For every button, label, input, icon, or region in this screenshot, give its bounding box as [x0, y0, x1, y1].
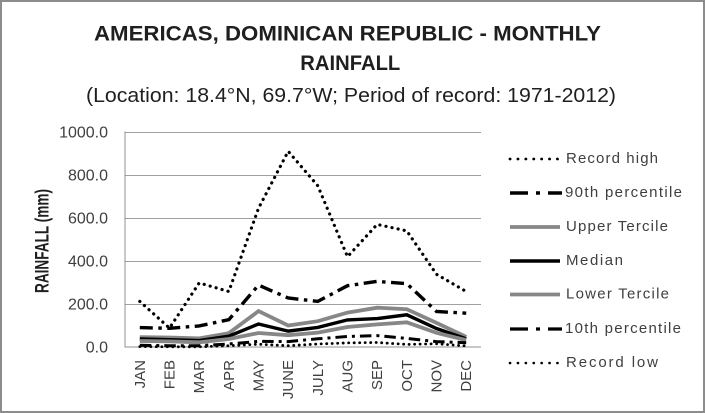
svg-text:400.0: 400.0 [68, 254, 108, 271]
svg-text:APR: APR [221, 360, 238, 391]
svg-text:DEC: DEC [458, 360, 475, 392]
svg-text:Record low: Record low [566, 354, 658, 371]
svg-text:AUG: AUG [340, 360, 357, 393]
svg-text:RAINFALL: RAINFALL [300, 52, 400, 75]
svg-text:OCT: OCT [399, 360, 416, 392]
svg-text:AMERICAS, DOMINICAN REPUBLIC -: AMERICAS, DOMINICAN REPUBLIC - MONTHLY [94, 22, 601, 45]
svg-text:MAY: MAY [251, 360, 268, 391]
svg-text:JULY: JULY [310, 360, 327, 396]
svg-text:600.0: 600.0 [68, 211, 108, 228]
svg-text:MAR: MAR [191, 360, 208, 394]
svg-text:FEB: FEB [162, 360, 179, 389]
svg-text:10th percentile: 10th percentile [565, 320, 681, 337]
svg-text:1000.0: 1000.0 [59, 125, 108, 142]
svg-text:Record high: Record high [566, 150, 658, 167]
svg-text:RAINFALL (mm): RAINFALL (mm) [33, 189, 54, 293]
svg-text:(Location: 18.4°N, 69.7°W; Per: (Location: 18.4°N, 69.7°W; Period of rec… [86, 84, 616, 107]
svg-text:800.0: 800.0 [68, 168, 108, 185]
svg-text:JAN: JAN [132, 360, 149, 388]
svg-text:Lower Tercile: Lower Tercile [566, 286, 669, 303]
svg-text:200.0: 200.0 [68, 297, 108, 314]
svg-text:Median: Median [566, 252, 623, 269]
svg-text:JUNE: JUNE [280, 360, 297, 399]
svg-text:0.0: 0.0 [86, 340, 108, 357]
svg-text:SEP: SEP [369, 360, 386, 390]
svg-text:NOV: NOV [429, 360, 446, 393]
svg-text:Upper Tercile: Upper Tercile [566, 218, 668, 235]
svg-text:90th percentile: 90th percentile [565, 184, 682, 201]
